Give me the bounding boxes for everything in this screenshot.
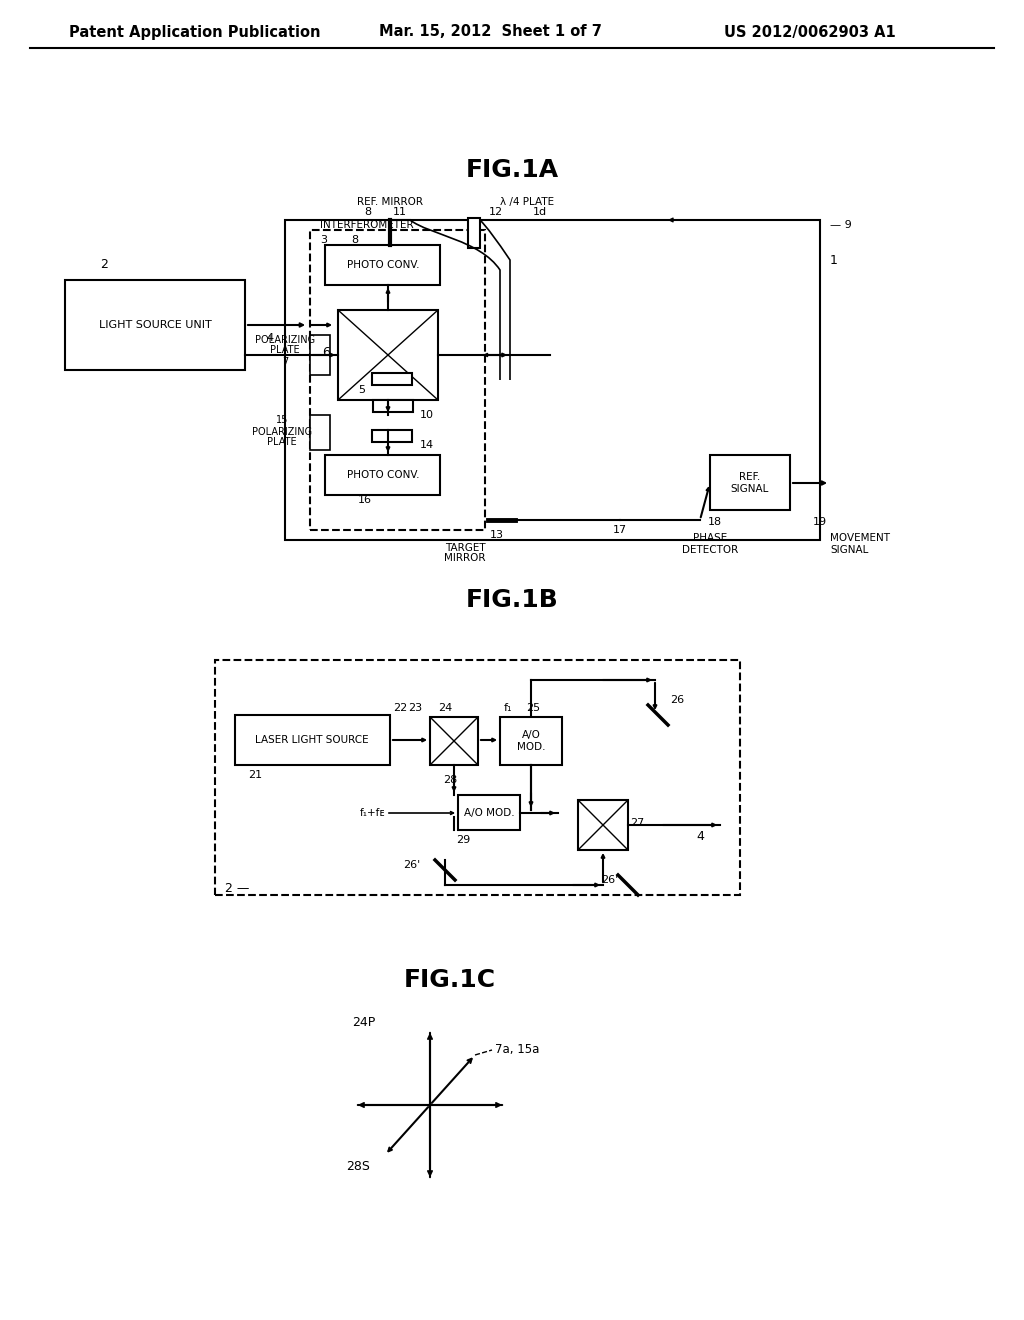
Text: 26': 26' [402, 861, 420, 870]
Text: 3: 3 [319, 235, 327, 246]
Text: 8: 8 [365, 207, 372, 216]
Text: 25: 25 [526, 704, 540, 713]
Text: 26: 26 [670, 696, 684, 705]
Text: 14: 14 [420, 440, 434, 450]
Text: 29: 29 [456, 836, 470, 845]
Text: f₁+fᴇ: f₁+fᴇ [359, 808, 385, 818]
Bar [215, 660, 740, 895]
Text: 6: 6 [323, 346, 330, 359]
Text: 7: 7 [282, 356, 288, 367]
Bar [325, 246, 440, 285]
Text: 21: 21 [248, 770, 262, 780]
Text: FIG.1A: FIG.1A [466, 158, 558, 182]
Bar [500, 717, 562, 766]
Text: 4: 4 [696, 830, 703, 843]
Text: 7a, 15a: 7a, 15a [495, 1044, 540, 1056]
Bar [310, 414, 330, 450]
Text: 12: 12 [488, 207, 503, 216]
Text: 26': 26' [601, 875, 618, 884]
Bar [430, 717, 478, 766]
Text: REF.
SIGNAL: REF. SIGNAL [731, 473, 769, 494]
Text: Mar. 15, 2012  Sheet 1 of 7: Mar. 15, 2012 Sheet 1 of 7 [379, 25, 601, 40]
Text: FIG.1C: FIG.1C [403, 968, 496, 993]
Bar [285, 220, 820, 540]
Bar [65, 280, 245, 370]
Text: 11: 11 [393, 207, 407, 216]
Bar [373, 400, 413, 412]
Text: 15: 15 [275, 414, 288, 425]
Text: A/O
MOD.: A/O MOD. [517, 730, 545, 752]
Text: 22: 22 [393, 704, 408, 713]
Bar [372, 430, 412, 442]
Text: 2: 2 [100, 259, 108, 272]
Text: REF. MIRROR: REF. MIRROR [357, 197, 423, 207]
Text: 5: 5 [358, 385, 365, 395]
Bar [578, 800, 628, 850]
Text: Patent Application Publication: Patent Application Publication [70, 25, 321, 40]
Text: MOVEMENT: MOVEMENT [830, 533, 890, 543]
Text: US 2012/0062903 A1: US 2012/0062903 A1 [724, 25, 896, 40]
Text: 13: 13 [490, 531, 504, 540]
Bar [468, 218, 480, 248]
Text: TARGET: TARGET [444, 543, 485, 553]
Text: PHASE: PHASE [693, 533, 727, 543]
Bar [338, 310, 438, 400]
Text: PLATE: PLATE [270, 345, 300, 355]
Bar [310, 335, 330, 375]
Bar [325, 455, 440, 495]
Text: 4: 4 [266, 333, 273, 343]
Text: 10: 10 [420, 411, 434, 420]
Text: PHOTO CONV.: PHOTO CONV. [347, 470, 419, 480]
Text: SIGNAL: SIGNAL [830, 545, 868, 554]
Text: 18: 18 [708, 517, 722, 527]
Text: 1d: 1d [532, 207, 547, 216]
Text: 17: 17 [613, 525, 627, 535]
Text: FIG.1B: FIG.1B [466, 587, 558, 612]
Text: — 9: — 9 [830, 220, 852, 230]
Text: λ /4 PLATE: λ /4 PLATE [500, 197, 554, 207]
Text: 27: 27 [630, 818, 644, 828]
Bar [458, 795, 520, 830]
Text: POLARIZING: POLARIZING [255, 335, 315, 345]
Text: 19: 19 [813, 517, 827, 527]
Text: 2 —: 2 — [225, 882, 250, 895]
Text: 23: 23 [408, 704, 422, 713]
Bar [710, 455, 790, 510]
Text: PLATE: PLATE [267, 437, 297, 447]
Bar [234, 715, 390, 766]
Text: 8: 8 [351, 235, 358, 246]
Text: LIGHT SOURCE UNIT: LIGHT SOURCE UNIT [98, 319, 211, 330]
Text: A/O MOD.: A/O MOD. [464, 808, 514, 818]
Text: 28: 28 [442, 775, 457, 785]
Text: 24: 24 [438, 704, 453, 713]
Text: 1: 1 [830, 253, 838, 267]
Text: 16: 16 [358, 495, 372, 506]
Text: 24P: 24P [352, 1016, 375, 1030]
Text: f₁: f₁ [504, 704, 512, 713]
Text: PHOTO CONV.: PHOTO CONV. [347, 260, 419, 271]
Text: MIRROR: MIRROR [444, 553, 485, 564]
Text: DETECTOR: DETECTOR [682, 545, 738, 554]
Text: 28S: 28S [346, 1160, 370, 1173]
Bar [310, 230, 485, 531]
Text: POLARIZING: POLARIZING [252, 426, 312, 437]
Text: INTERFEROMETER: INTERFEROMETER [319, 220, 414, 230]
Text: LASER LIGHT SOURCE: LASER LIGHT SOURCE [255, 735, 369, 744]
Bar [372, 374, 412, 385]
